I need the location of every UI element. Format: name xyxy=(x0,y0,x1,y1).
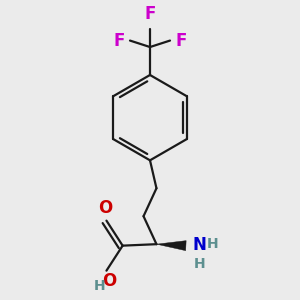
Text: H: H xyxy=(194,257,205,271)
Text: N: N xyxy=(192,236,206,254)
Text: H: H xyxy=(93,279,105,293)
Text: F: F xyxy=(113,32,125,50)
Text: O: O xyxy=(102,272,116,290)
Polygon shape xyxy=(157,241,186,250)
Text: F: F xyxy=(144,5,156,23)
Text: H: H xyxy=(206,237,218,251)
Text: F: F xyxy=(175,32,187,50)
Text: O: O xyxy=(98,199,112,217)
